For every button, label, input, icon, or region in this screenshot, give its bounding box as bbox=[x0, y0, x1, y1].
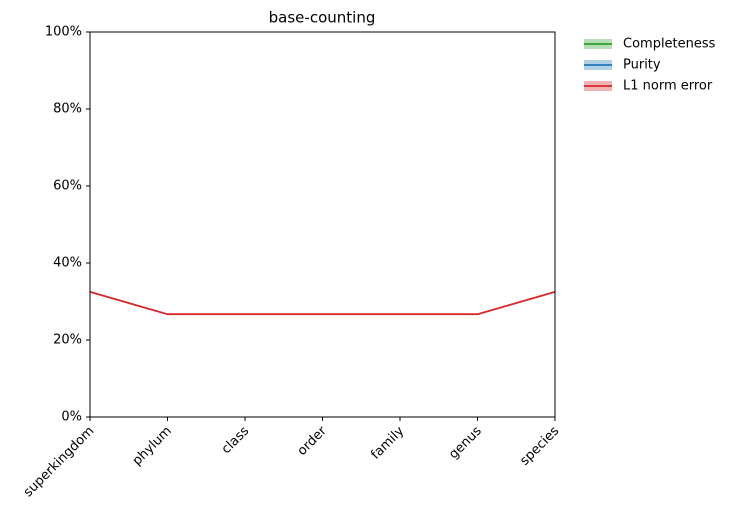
series-line bbox=[89, 291, 556, 316]
chart-title: base-counting bbox=[269, 9, 376, 27]
x-tick-label: phylum bbox=[130, 424, 175, 469]
y-tick-label: 60% bbox=[53, 179, 82, 194]
legend-label: Purity bbox=[623, 58, 661, 73]
x-tick-label: order bbox=[295, 423, 331, 459]
y-tick-label: 0% bbox=[61, 410, 82, 425]
legend-label: Completeness bbox=[623, 37, 716, 52]
y-tick-label: 20% bbox=[53, 333, 82, 348]
x-tick-label: superkingdom bbox=[21, 424, 97, 500]
legend-label: L1 norm error bbox=[623, 79, 713, 94]
y-tick-label: 80% bbox=[53, 102, 82, 117]
x-tick-label: genus bbox=[446, 424, 485, 463]
y-tick-label: 100% bbox=[45, 25, 82, 40]
x-tick-label: family bbox=[368, 423, 407, 462]
x-tick-label: species bbox=[517, 424, 562, 469]
x-tick-label: class bbox=[219, 424, 253, 458]
y-tick-label: 40% bbox=[53, 256, 82, 271]
plot-frame bbox=[89, 31, 556, 418]
